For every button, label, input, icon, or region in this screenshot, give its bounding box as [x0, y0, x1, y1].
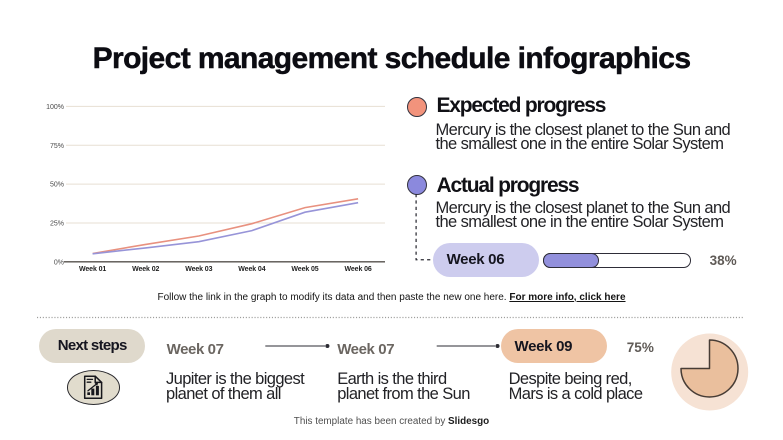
svg-text:Week 06: Week 06: [344, 266, 371, 273]
svg-text:25%: 25%: [50, 221, 64, 228]
svg-text:50%: 50%: [50, 182, 64, 189]
svg-text:Week 05: Week 05: [291, 266, 318, 273]
svg-text:Week 04: Week 04: [238, 266, 265, 273]
svg-text:75%: 75%: [50, 143, 64, 150]
svg-text:Week 01: Week 01: [79, 266, 106, 273]
svg-text:100%: 100%: [46, 104, 64, 111]
svg-text:Week 03: Week 03: [185, 266, 212, 273]
svg-text:Week 02: Week 02: [132, 266, 159, 273]
svg-text:0%: 0%: [54, 259, 64, 266]
